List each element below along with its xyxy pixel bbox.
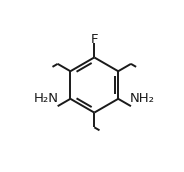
Text: NH₂: NH₂ [130,92,155,105]
Text: F: F [91,33,98,46]
Text: H₂N: H₂N [33,92,59,105]
